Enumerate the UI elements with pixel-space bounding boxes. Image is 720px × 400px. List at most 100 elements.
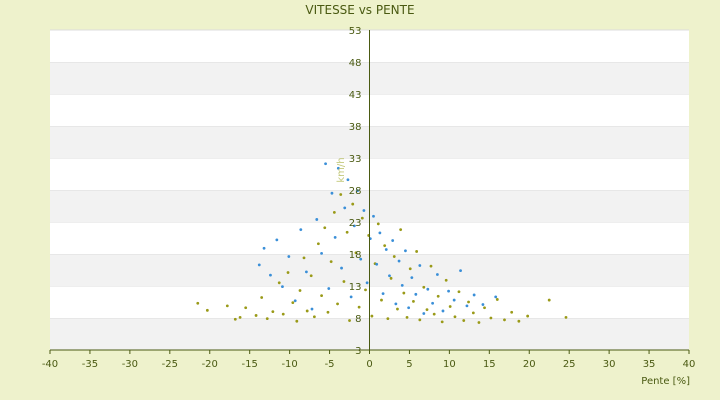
data-point: [489, 316, 493, 320]
data-point: [260, 296, 264, 299]
chart-title: VITESSE vs PENTE: [305, 3, 414, 17]
y-tick-label: 23: [349, 218, 362, 229]
data-point: [397, 259, 401, 263]
x-tick-label: 15: [483, 359, 496, 370]
data-point: [309, 274, 313, 278]
data-point: [370, 314, 374, 318]
x-axis-label: Pente [%]: [641, 376, 690, 387]
data-point: [326, 310, 330, 314]
data-point: [257, 263, 261, 267]
data-point: [422, 285, 426, 289]
data-point: [336, 166, 340, 170]
data-point: [262, 246, 266, 250]
data-point: [376, 222, 380, 226]
data-point: [312, 315, 316, 319]
data-point: [383, 244, 387, 248]
data-point: [349, 295, 353, 299]
data-point: [281, 285, 284, 289]
data-point: [225, 304, 229, 308]
data-point: [418, 264, 422, 267]
x-tick-label: 20: [523, 359, 536, 370]
data-point: [286, 271, 290, 274]
data-point: [444, 278, 448, 282]
data-point: [483, 306, 486, 310]
data-point: [465, 304, 469, 308]
x-tick-label: -35: [82, 359, 98, 370]
y-tick-label: 33: [349, 154, 362, 165]
x-tick-label: 10: [443, 359, 456, 370]
data-point: [205, 308, 209, 312]
data-point: [310, 307, 314, 311]
series-1: [196, 193, 568, 324]
data-point: [287, 255, 291, 258]
data-point: [459, 269, 462, 273]
data-point: [408, 267, 412, 271]
data-point: [400, 283, 404, 287]
data-point: [299, 228, 303, 232]
x-tick-label: 0: [366, 359, 372, 370]
data-point: [356, 189, 359, 193]
data-point: [418, 318, 422, 322]
data-point: [346, 178, 350, 182]
data-point: [357, 305, 361, 309]
data-point: [467, 300, 470, 304]
data-point: [384, 248, 388, 251]
data-point: [392, 255, 396, 258]
data-point: [477, 321, 481, 324]
x-tick-label: -30: [122, 359, 138, 370]
data-point: [422, 312, 426, 315]
data-point: [336, 302, 339, 306]
y-axis-label: km/h: [336, 157, 347, 182]
data-point: [404, 249, 407, 253]
data-point: [564, 315, 568, 319]
data-point: [305, 309, 309, 313]
data-point: [265, 317, 269, 321]
data-point: [517, 319, 521, 323]
x-tick-label: 35: [643, 359, 656, 370]
data-point: [304, 270, 308, 274]
data-point: [340, 266, 343, 270]
x-tick-label: 30: [603, 359, 616, 370]
y-tick-label: 3: [355, 346, 361, 357]
data-point: [526, 314, 530, 318]
data-point: [332, 211, 336, 214]
data-point: [457, 290, 461, 294]
data-point: [271, 310, 275, 313]
data-point: [435, 273, 439, 276]
series-layer: [196, 162, 568, 324]
data-point: [295, 319, 299, 323]
data-point: [396, 307, 399, 311]
y-tick-label: 18: [349, 250, 362, 261]
data-point: [293, 299, 297, 303]
data-point: [196, 301, 200, 305]
x-tick-label: -40: [42, 359, 58, 370]
data-point: [375, 262, 379, 266]
y-tick-label: 38: [349, 122, 362, 133]
data-point: [494, 295, 498, 299]
data-point: [342, 280, 346, 283]
series-2: [257, 162, 498, 315]
data-point: [348, 319, 351, 322]
data-point: [238, 315, 242, 319]
data-point: [405, 315, 409, 319]
data-point: [324, 162, 327, 166]
data-point: [365, 281, 369, 285]
data-point: [391, 239, 395, 242]
data-point: [233, 317, 237, 321]
data-point: [440, 320, 444, 324]
data-point: [378, 231, 382, 235]
data-point: [320, 251, 323, 255]
data-point: [330, 191, 334, 195]
data-point: [364, 288, 367, 292]
x-tick-label: -15: [242, 359, 258, 370]
data-point: [441, 309, 445, 313]
data-point: [481, 303, 485, 306]
axis-layer: -40 -35 -30 -25 -20 -15 -10 -5 0 5 10 15 20 25 30 35 40 3…: [42, 26, 696, 370]
data-point: [448, 305, 452, 308]
data-point: [471, 311, 475, 315]
data-point: [410, 276, 414, 280]
data-point: [415, 250, 419, 253]
y-tick-label: 28: [349, 186, 362, 197]
data-point: [432, 312, 436, 316]
y-tick-label: 48: [349, 58, 362, 69]
